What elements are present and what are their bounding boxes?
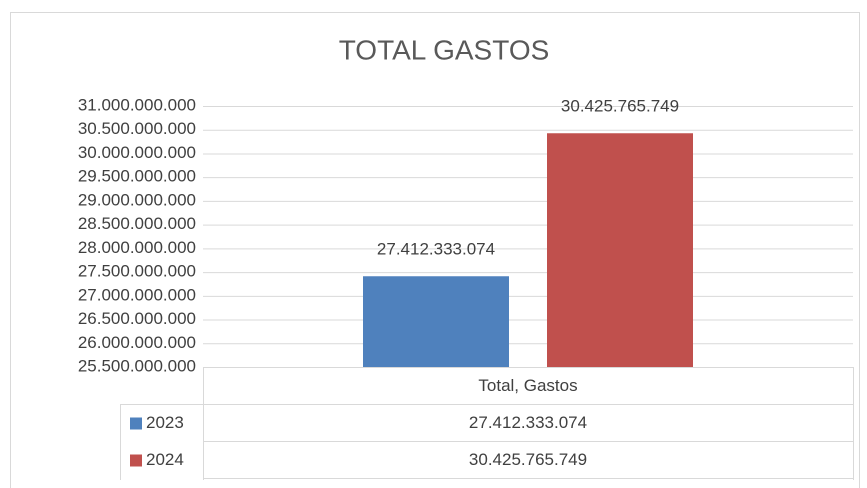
y-tick-label: 31.000.000.000 bbox=[78, 95, 196, 114]
x-tick-label: Total, Gastos bbox=[478, 376, 577, 395]
y-tick-label: 28.500.000.000 bbox=[78, 214, 196, 233]
y-tick-label: 30.500.000.000 bbox=[78, 119, 196, 138]
data-label: 30.425.765.749 bbox=[561, 97, 679, 116]
y-tick-label: 30.000.000.000 bbox=[78, 143, 196, 162]
y-tick-label: 27.500.000.000 bbox=[78, 262, 196, 281]
y-tick-label: 26.000.000.000 bbox=[78, 333, 196, 352]
chart-title: TOTAL GASTOS bbox=[339, 34, 550, 65]
legend-key bbox=[130, 454, 142, 467]
bar bbox=[363, 276, 509, 367]
y-tick-label: 26.500.000.000 bbox=[78, 309, 196, 328]
table-cell: 30.425.765.749 bbox=[469, 450, 587, 469]
table-cell: 27.412.333.074 bbox=[469, 413, 587, 432]
legend-key bbox=[130, 417, 142, 430]
y-tick-label: 27.000.000.000 bbox=[78, 285, 196, 304]
y-tick-label: 29.500.000.000 bbox=[78, 167, 196, 186]
y-tick-label: 29.000.000.000 bbox=[78, 190, 196, 209]
bar bbox=[547, 133, 693, 367]
chart-border bbox=[10, 12, 860, 488]
data-label: 27.412.333.074 bbox=[377, 240, 495, 259]
legend-label: 2023 bbox=[146, 413, 184, 432]
y-tick-label: 28.000.000.000 bbox=[78, 238, 196, 257]
legend-label: 2024 bbox=[146, 450, 184, 469]
y-tick-label: 25.500.000.000 bbox=[78, 356, 196, 375]
